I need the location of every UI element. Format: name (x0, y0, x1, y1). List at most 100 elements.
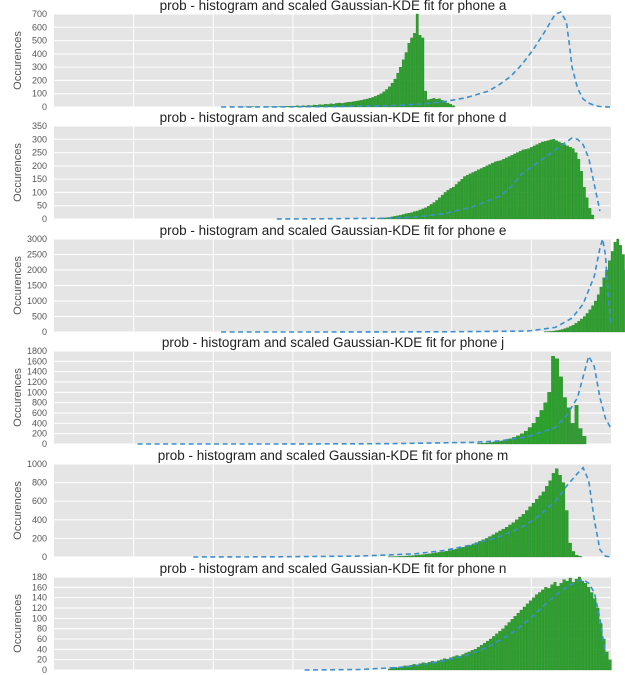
y-tick-label: 200 (32, 75, 47, 85)
histogram-bar (587, 587, 591, 671)
histogram-bar (421, 208, 425, 220)
histogram-bar (544, 141, 547, 220)
histogram-bar (570, 423, 575, 445)
histogram-bar (513, 616, 517, 671)
histogram-bar (574, 578, 578, 671)
histogram-bar (362, 99, 366, 108)
histogram-bar (468, 545, 472, 558)
histogram-bar (510, 619, 514, 671)
histogram-bar (610, 251, 614, 333)
histogram-bar (455, 655, 459, 671)
histogram-bar (461, 547, 465, 558)
y-tick-label: 180 (32, 572, 47, 582)
histogram-bar (552, 139, 556, 220)
histogram-bar (605, 651, 609, 671)
histogram-bar (584, 583, 588, 671)
y-tick-label: 1800 (27, 346, 47, 356)
histogram-bar (411, 555, 415, 558)
histogram-bar (505, 157, 508, 220)
histogram-bar (374, 96, 377, 108)
histogram-bar (544, 587, 548, 671)
histogram-bar (461, 654, 465, 671)
histogram-bar (438, 552, 442, 558)
histogram-bar (550, 584, 554, 671)
histogram-bar (569, 147, 572, 220)
histogram-bar (563, 328, 567, 333)
y-tick-label: 1000 (27, 387, 47, 397)
histogram-bar (482, 167, 486, 220)
histogram-bar (566, 145, 569, 220)
y-axis-label: Occurences (12, 31, 24, 90)
histogram-bar (474, 542, 479, 558)
histogram-bar (574, 152, 578, 220)
histogram-bar (365, 98, 369, 108)
histogram-bar (424, 207, 427, 220)
y-tick-label: 300 (32, 134, 47, 144)
histogram-bar (577, 159, 581, 220)
histogram-bar (467, 651, 471, 671)
y-tick-label: 0 (42, 214, 47, 224)
panel-2: 0 50 100 150 200 250 300 350 Occurences prob - hi… (12, 110, 611, 224)
histogram-bar (418, 554, 422, 558)
y-tick-label: 3000 (27, 234, 47, 244)
y-tick-label: 200 (32, 429, 47, 439)
y-tick-label: 400 (32, 515, 47, 525)
panel-3: 0 500 1000 1500 2000 2500 3000 Occurences prob -… (12, 223, 625, 337)
histogram-bar (555, 330, 558, 333)
histogram-bar (525, 510, 529, 558)
histogram-bar (556, 586, 560, 671)
histogram-bar (440, 100, 444, 108)
histogram-bar (583, 186, 586, 220)
y-axis-label: Occurences (12, 368, 24, 427)
histogram-bar (440, 194, 444, 220)
histogram-bar (401, 59, 405, 108)
histogram-bar (527, 148, 530, 220)
histogram-bar (505, 527, 509, 558)
histogram-bar (382, 91, 386, 108)
histogram-bar (452, 105, 455, 108)
histogram-bar (415, 210, 419, 220)
y-tick-label: 300 (32, 62, 47, 72)
histogram-bar (551, 356, 556, 445)
histogram-bar (574, 405, 579, 445)
histogram-bar (404, 213, 408, 220)
histogram-bar (549, 331, 553, 333)
histogram-bar (507, 622, 511, 671)
histogram-bar (568, 542, 572, 558)
histogram-bar (571, 551, 576, 558)
histogram-bar (580, 171, 583, 220)
histogram-bar (454, 184, 458, 220)
kde-curve (193, 466, 612, 558)
histogram-bar (560, 143, 564, 220)
y-tick-label: 20 (37, 655, 47, 665)
panel-5: 0 200 400 600 800 1000 Occurences prob - histog… (12, 448, 612, 562)
histogram-bar (431, 553, 435, 558)
histogram-bar (551, 473, 556, 558)
histogram-bar (563, 144, 567, 220)
histogram-bar (599, 286, 603, 333)
y-tick-label: 700 (32, 9, 47, 19)
y-tick-label: 250 (32, 148, 47, 158)
histogram-bar (407, 213, 411, 220)
histogram-bar (435, 200, 439, 220)
histogram-bar (541, 491, 546, 558)
histogram-bar (518, 516, 522, 558)
histogram-bar (565, 580, 569, 671)
histogram-bar (479, 645, 483, 671)
histogram-bar (532, 145, 536, 220)
histogram-bar (483, 642, 486, 671)
y-tick-label: 2500 (27, 250, 47, 260)
histogram-bar (508, 524, 512, 558)
histogram-bar (500, 440, 505, 445)
chart-title: prob - histogram and scaled Gaussian-KDE… (158, 448, 508, 463)
histogram-bar (619, 245, 622, 333)
histogram-bar (524, 149, 528, 220)
y-tick-label: 800 (32, 398, 47, 408)
y-tick-label: 200 (32, 161, 47, 171)
histogram-bar (577, 576, 581, 671)
histogram-bar (496, 160, 500, 220)
histogram-bar (458, 655, 462, 671)
y-axis-label: Occurences (12, 143, 24, 202)
histogram-bar (553, 582, 557, 671)
histogram-bar (418, 663, 422, 671)
